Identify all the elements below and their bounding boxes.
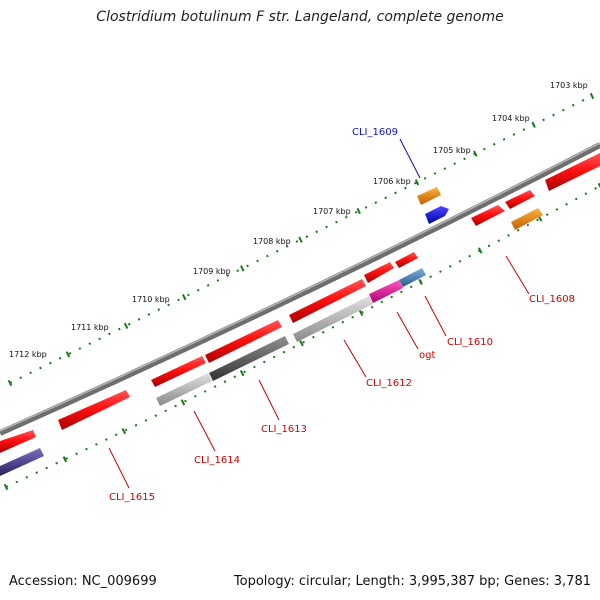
ruler-label: 1706 kbp	[373, 177, 411, 186]
ruler-label: 1709 kbp	[193, 267, 231, 276]
leader-lines	[108, 138, 530, 489]
gene-label-ogt: ogt	[419, 350, 435, 361]
ruler-label: 1710 kbp	[132, 295, 170, 304]
leader-line	[193, 410, 216, 452]
gene-arrow[interactable]	[209, 336, 289, 381]
gene-arrow[interactable]	[545, 153, 600, 191]
leader-line	[505, 255, 530, 295]
gene-label-cli1609: CLI_1609	[352, 127, 398, 138]
ruler-label: 1703 kbp	[550, 81, 588, 90]
ruler-tick	[7, 379, 13, 387]
ruler-tick	[62, 456, 68, 463]
gene-label-cli1613: CLI_1613	[261, 424, 307, 435]
gene-arrow[interactable]	[151, 356, 206, 387]
gene-arrow[interactable]	[205, 320, 282, 363]
gene-arrow[interactable]	[289, 279, 366, 323]
gene-arrow[interactable]	[505, 190, 535, 209]
ruler-tick	[597, 182, 600, 189]
ruler-label: 1711 kbp	[71, 323, 109, 332]
leader-line	[258, 379, 280, 421]
forward-strand-genes	[0, 153, 600, 453]
gene-arrow[interactable]	[425, 206, 449, 224]
genome-summary-text: Topology: circular; Length: 3,995,387 bp…	[233, 574, 591, 589]
gene-arrow[interactable]	[58, 390, 130, 430]
ruler-tick	[356, 207, 361, 215]
ruler-labels: 1703 kbp 1704 kbp 1705 kbp 1706 kbp 1707…	[9, 81, 588, 359]
leader-line	[108, 447, 130, 489]
gene-arrow[interactable]	[293, 296, 373, 342]
page-title: Clostridium botulinum F str. Langeland, …	[96, 9, 504, 25]
leader-line	[424, 295, 447, 337]
genome-backbone-highlight	[0, 142, 600, 432]
gene-label-cli1612: CLI_1612	[366, 378, 412, 389]
ruler-tick	[65, 351, 71, 358]
ruler-tick	[531, 121, 536, 128]
ruler-label: 1712 kbp	[9, 350, 47, 359]
ruler-tick	[123, 322, 129, 329]
gene-label-cli1608: CLI_1608	[529, 294, 575, 305]
ruler-tick	[180, 399, 186, 406]
ruler-tick	[240, 265, 245, 272]
genome-backbone	[0, 142, 600, 436]
ruler-tick	[299, 340, 304, 347]
ruler-tick	[418, 278, 423, 286]
ruler-tick	[298, 236, 303, 243]
gene-label-cli1610: CLI_1610	[447, 337, 493, 348]
ruler-tick	[414, 179, 420, 186]
ruler-label: 1705 kbp	[433, 146, 471, 155]
gene-arrow[interactable]	[399, 268, 426, 287]
ruler-tick	[358, 309, 364, 316]
gene-labels: CLI_1609 CLI_1608 CLI_1610 ogt CLI_1612 …	[109, 127, 575, 503]
gene-label-cli1615: CLI_1615	[109, 492, 155, 503]
ruler-tick	[473, 150, 478, 157]
gene-arrow[interactable]	[369, 280, 403, 303]
leader-line	[399, 138, 421, 179]
ruler-tick	[181, 293, 187, 301]
outer-ruler-ticks	[7, 92, 595, 387]
gene-arrow[interactable]	[156, 373, 212, 406]
gene-arrow[interactable]	[511, 208, 543, 230]
gene-arrow[interactable]	[417, 187, 441, 205]
leader-line	[396, 311, 419, 350]
ruler-tick	[3, 483, 9, 491]
reverse-strand-genes	[0, 208, 543, 476]
ruler-tick	[477, 247, 483, 254]
gene-arrow[interactable]	[471, 205, 505, 226]
ruler-label: 1708 kbp	[253, 237, 291, 246]
ruler-tick	[121, 427, 127, 435]
cli1609-genes	[417, 187, 449, 224]
gene-arrow[interactable]	[0, 448, 44, 476]
gene-arrow[interactable]	[364, 262, 394, 283]
leader-line	[343, 339, 367, 378]
ruler-label: 1707 kbp	[313, 207, 351, 216]
ruler-label: 1704 kbp	[492, 114, 530, 123]
accession-text: Accession: NC_009699	[9, 574, 157, 589]
ruler-tick	[239, 369, 245, 377]
gene-arrow[interactable]	[0, 430, 36, 453]
ruler-tick	[589, 92, 595, 100]
gene-label-cli1614: CLI_1614	[194, 455, 240, 466]
gene-arrow[interactable]	[395, 252, 418, 268]
